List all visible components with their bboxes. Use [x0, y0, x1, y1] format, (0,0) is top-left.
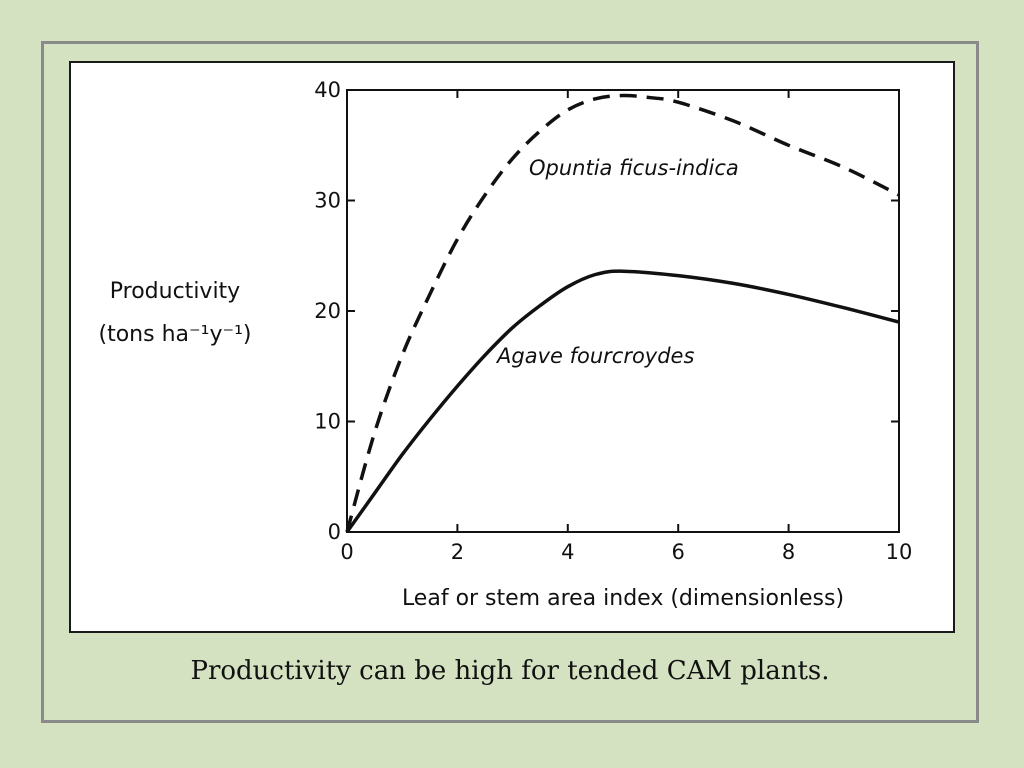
x-tick-label: 6	[672, 540, 685, 564]
x-tick-label: 8	[782, 540, 795, 564]
chart: Productivity (tons ha⁻¹y⁻¹) Leaf or stem…	[99, 78, 913, 611]
x-tick-label: 2	[451, 540, 464, 564]
series-label-0: Opuntia ficus-indica	[529, 156, 739, 180]
x-tick-label: 10	[886, 540, 913, 564]
y-tick-label: 30	[314, 189, 341, 213]
series-line-0	[345, 93, 900, 533]
figure-box: Productivity (tons ha⁻¹y⁻¹) Leaf or stem…	[69, 61, 955, 633]
y-tick-label: 40	[314, 78, 341, 102]
x-tick-label: 4	[561, 540, 574, 564]
y-tick-label: 20	[314, 299, 341, 323]
y-axis-title-line1: Productivity	[110, 279, 240, 304]
series-label-1: Agave fourcroydes	[495, 344, 694, 368]
y-axis-title-line2: (tons ha⁻¹y⁻¹)	[99, 322, 252, 347]
y-axis-title: Productivity (tons ha⁻¹y⁻¹)	[99, 279, 252, 347]
y-tick-label: 10	[314, 410, 341, 434]
slide-caption: Productivity can be high for tended CAM …	[190, 656, 830, 686]
x-axis-title: Leaf or stem area index (dimensionless)	[402, 586, 844, 611]
y-tick-label: 0	[328, 520, 341, 544]
x-tick-label: 0	[340, 540, 353, 564]
series-line-1	[345, 269, 900, 534]
slide-frame	[41, 41, 979, 723]
